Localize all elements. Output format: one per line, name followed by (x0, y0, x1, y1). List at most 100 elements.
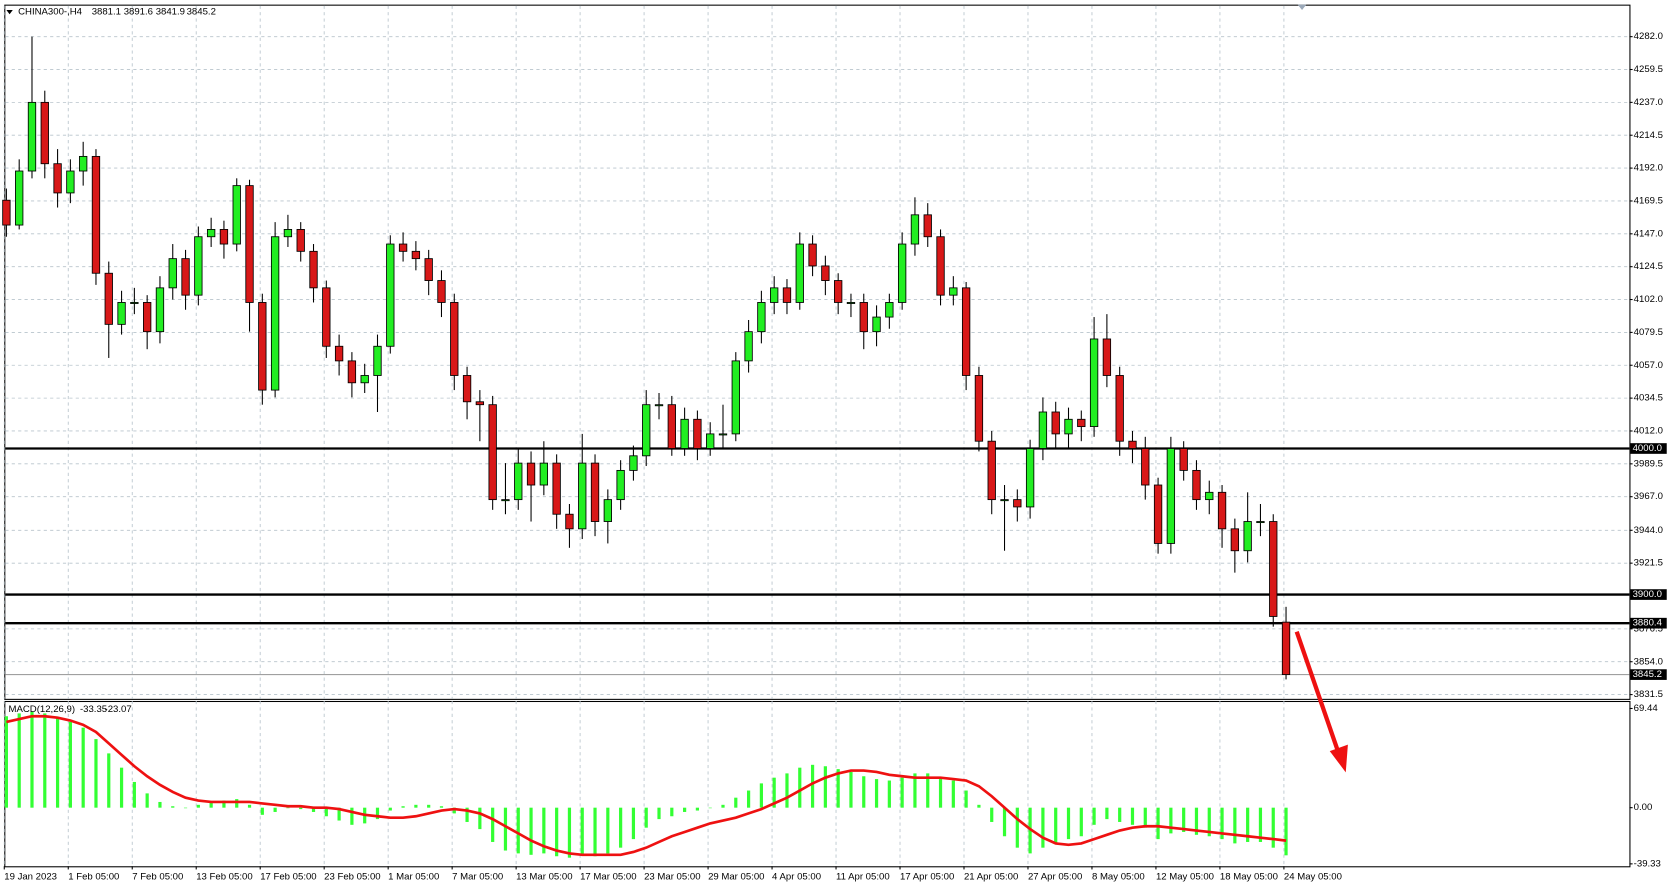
macd-bar (977, 804, 981, 808)
candle-body (565, 513, 574, 530)
header-high: 3891.6 (124, 7, 153, 18)
candle-body (987, 440, 996, 501)
macd-bar (631, 807, 636, 840)
x-tick-label: 18 May 05:00 (1220, 871, 1278, 882)
macd-bar (849, 771, 853, 808)
candle-body (130, 302, 139, 304)
y-tick-label: 3831.5 (1634, 689, 1663, 700)
macd-bar (209, 801, 213, 808)
x-tick-label: 11 Apr 05:00 (836, 871, 890, 882)
macd-bar (43, 713, 47, 808)
y-tick-label: 3989.5 (1634, 458, 1663, 469)
candle-body (437, 280, 446, 303)
candles (2, 36, 1291, 680)
macd-y-tick-label: 69.44 (1634, 703, 1659, 714)
candle-body (526, 462, 536, 486)
candle-body (79, 155, 88, 172)
macd-bar (81, 727, 85, 808)
x-tick-label: 24 May 05:00 (1284, 871, 1342, 882)
candle-body (885, 302, 894, 318)
candle-body (1269, 521, 1278, 617)
candle-body (232, 185, 241, 245)
candle-body (155, 287, 165, 333)
macd-bar (119, 767, 124, 808)
macd-bar (1220, 807, 1224, 840)
arrow-shaft (1294, 630, 1342, 757)
macd-bar (862, 776, 866, 808)
candle-body (1281, 621, 1291, 676)
macd-bar (913, 773, 917, 808)
macd-bar (644, 807, 648, 828)
candle-body (66, 170, 75, 194)
macd-bar (542, 807, 546, 854)
candle-body (616, 469, 625, 501)
y-tick-label: 4214.5 (1634, 130, 1663, 141)
candle-body (1256, 521, 1265, 524)
candle-body (1038, 411, 1048, 449)
candle-body (1115, 375, 1124, 442)
y-tick-label: 3854.0 (1634, 656, 1663, 667)
candle-body (104, 272, 113, 325)
macd-bar (759, 783, 763, 808)
candle-body (693, 418, 702, 449)
candle-body (961, 287, 971, 376)
y-tick-label: 4147.0 (1634, 228, 1663, 239)
header-close: 3845.2 (187, 7, 216, 18)
macd-bar (593, 807, 597, 857)
candle-body (846, 302, 856, 304)
candle-body (53, 163, 62, 194)
macd-histogram (4, 711, 1288, 858)
level-label-box (1630, 443, 1667, 454)
candle-body (629, 455, 638, 471)
candle-body (1217, 491, 1227, 530)
level-label: 3900.0 (1633, 589, 1662, 600)
macd-bar (695, 807, 700, 811)
current-price-box (1630, 669, 1667, 680)
macd-bar (324, 807, 328, 817)
y-tick-label: 4169.5 (1634, 195, 1663, 206)
macd-bar (1041, 807, 1045, 848)
macd-bar (1156, 807, 1160, 840)
macd-bar (1246, 807, 1250, 842)
macd-bar (68, 721, 72, 808)
macd-bar (132, 781, 136, 808)
candle-body (1000, 499, 1009, 502)
x-tick-label: 17 Apr 05:00 (900, 871, 954, 882)
macd-bar (823, 766, 827, 808)
macd-bar (247, 804, 252, 808)
candle-body (1102, 338, 1112, 376)
candle-body (219, 229, 229, 245)
macd-bar (107, 753, 111, 808)
candle-body (27, 101, 37, 172)
candle-body (1089, 338, 1099, 428)
macd-bar (1143, 807, 1147, 828)
macd-bar (4, 716, 8, 808)
candle-body (1243, 521, 1252, 552)
macd-bar (874, 779, 879, 808)
x-tick-label: 1 Feb 05:00 (68, 871, 119, 882)
y-tick-label: 4259.5 (1634, 64, 1663, 75)
candle-body (552, 462, 561, 515)
y-tick-label: 4192.0 (1634, 163, 1663, 174)
candle-body (450, 302, 459, 376)
macd-bar (1105, 807, 1109, 820)
candle-body (322, 287, 331, 347)
macd-bar (478, 807, 482, 830)
macd-bar (388, 807, 392, 811)
candle-body (1013, 499, 1022, 508)
macd-bar (350, 807, 354, 825)
macd-bar (721, 804, 725, 808)
menu-triangle[interactable] (6, 9, 13, 15)
y-tick-label: 3967.0 (1634, 491, 1663, 502)
labels: 4282.0 4259.5 4237.0 4214.5 4192.0 4169.5 4147… (3, 31, 1667, 882)
arrow-head (1329, 744, 1348, 773)
candle-body (488, 404, 497, 501)
candle-body (424, 258, 433, 281)
macd-bar (1284, 807, 1288, 856)
trend-arrow (1294, 630, 1348, 773)
macd-bar (17, 713, 21, 808)
candle-body (206, 229, 216, 238)
candle-body (936, 236, 945, 296)
